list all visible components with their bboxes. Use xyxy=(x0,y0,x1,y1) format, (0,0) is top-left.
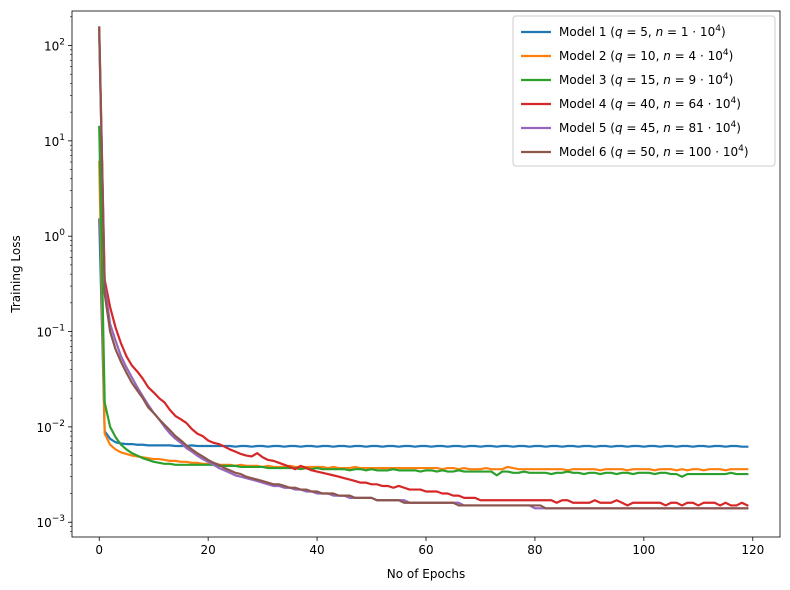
x-tick-label: 80 xyxy=(527,543,542,557)
x-tick-label: 40 xyxy=(309,543,324,557)
legend-label-model-3: Model 3 (q = 15, n = 9 · 104) xyxy=(559,72,733,87)
x-tick-label: 100 xyxy=(632,543,655,557)
y-tick-label: 10−2 xyxy=(36,419,65,435)
x-tick-label: 120 xyxy=(741,543,764,557)
y-axis-label: Training Loss xyxy=(9,235,23,313)
x-tick-label: 0 xyxy=(95,543,103,557)
y-tick-label: 10−1 xyxy=(36,324,65,340)
x-axis-label: No of Epochs xyxy=(387,567,466,581)
legend-label-model-5: Model 5 (q = 45, n = 81 · 104) xyxy=(559,120,741,135)
series-line-model-6 xyxy=(98,26,749,510)
legend-box xyxy=(512,15,776,167)
x-tick-label: 20 xyxy=(201,543,216,557)
legend-label-model-2: Model 2 (q = 10, n = 4 · 104) xyxy=(559,48,733,63)
legend: Model 1 (q = 5, n = 1 · 104) Model 2 (q =… xyxy=(512,15,776,167)
legend-label-model-6: Model 6 (q = 50, n = 100 · 104) xyxy=(559,144,749,159)
legend-label-model-4: Model 4 (q = 40, n = 64 · 104) xyxy=(559,96,741,111)
x-tick-label: 60 xyxy=(418,543,433,557)
series-line-model-3 xyxy=(98,125,749,478)
y-tick-label: 101 xyxy=(44,133,65,149)
series-layer xyxy=(98,26,749,510)
y-tick-label: 10−3 xyxy=(36,514,65,530)
series-line-model-4 xyxy=(98,27,749,507)
y-axis: 10−3 10−2 10−1 100 101 102 xyxy=(36,16,72,532)
y-tick-label: 100 xyxy=(44,228,65,244)
y-tick-label: 102 xyxy=(44,37,65,53)
legend-label-model-1: Model 1 (q = 5, n = 1 · 104) xyxy=(559,24,726,39)
x-axis: 0 20 40 60 80 100 120 xyxy=(95,537,764,557)
series-line-model-1 xyxy=(98,218,749,448)
